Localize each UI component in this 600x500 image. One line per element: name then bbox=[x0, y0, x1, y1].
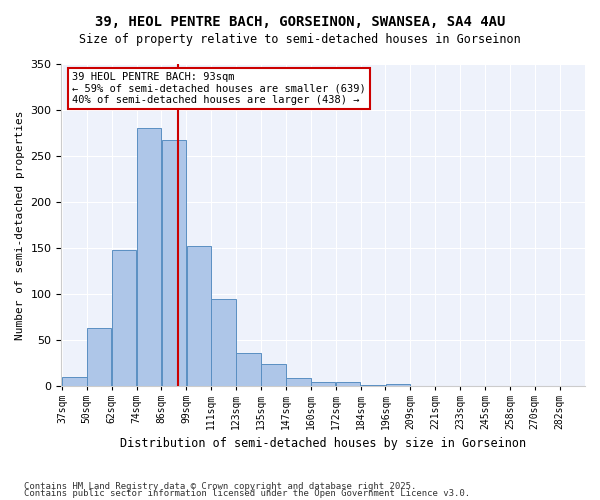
Bar bbox=[161, 140, 186, 386]
Text: Contains HM Land Registry data © Crown copyright and database right 2025.: Contains HM Land Registry data © Crown c… bbox=[24, 482, 416, 491]
Bar bbox=[311, 382, 335, 386]
Text: 39, HEOL PENTRE BACH, GORSEINON, SWANSEA, SA4 4AU: 39, HEOL PENTRE BACH, GORSEINON, SWANSEA… bbox=[95, 15, 505, 29]
Bar bbox=[112, 250, 136, 386]
Bar bbox=[336, 382, 360, 386]
Bar bbox=[187, 246, 211, 386]
Text: Contains public sector information licensed under the Open Government Licence v3: Contains public sector information licen… bbox=[24, 490, 470, 498]
Bar bbox=[62, 378, 86, 386]
Bar bbox=[261, 364, 286, 386]
Y-axis label: Number of semi-detached properties: Number of semi-detached properties bbox=[15, 110, 25, 340]
Bar bbox=[386, 384, 410, 386]
Text: 39 HEOL PENTRE BACH: 93sqm
← 59% of semi-detached houses are smaller (639)
40% o: 39 HEOL PENTRE BACH: 93sqm ← 59% of semi… bbox=[72, 72, 365, 106]
Bar bbox=[286, 378, 311, 386]
Bar bbox=[137, 128, 161, 386]
Text: Size of property relative to semi-detached houses in Gorseinon: Size of property relative to semi-detach… bbox=[79, 32, 521, 46]
Bar bbox=[87, 328, 112, 386]
Bar bbox=[236, 354, 261, 386]
X-axis label: Distribution of semi-detached houses by size in Gorseinon: Distribution of semi-detached houses by … bbox=[120, 437, 526, 450]
Bar bbox=[361, 384, 385, 386]
Bar bbox=[211, 299, 236, 386]
